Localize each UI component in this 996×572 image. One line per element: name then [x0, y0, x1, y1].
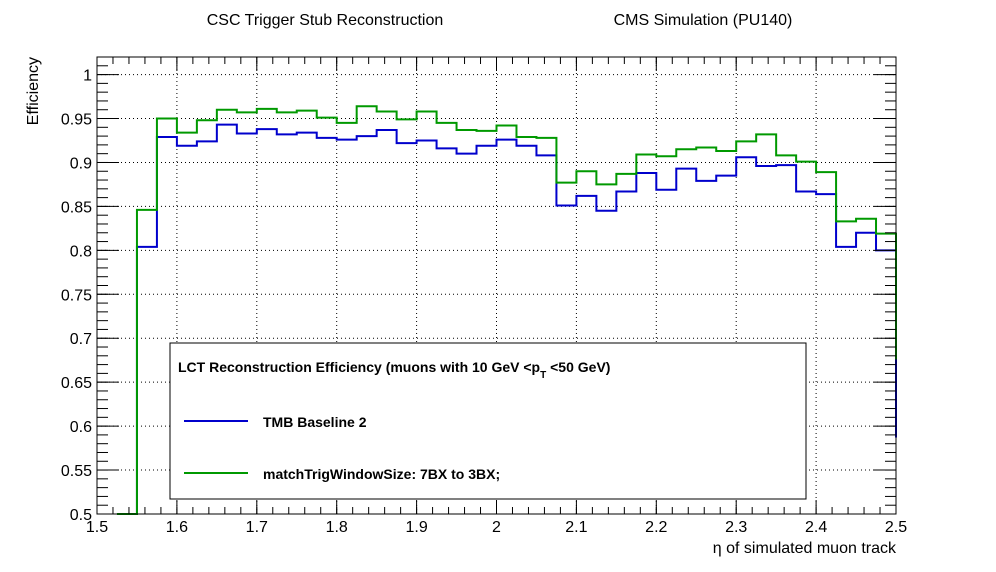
header-left-title: CSC Trigger Stub Reconstruction [207, 12, 444, 29]
x-tick-label: 2.5 [885, 519, 907, 536]
y-tick-label: 0.55 [61, 463, 92, 480]
y-tick-label: 0.85 [61, 199, 92, 216]
x-tick-label: 2.4 [805, 519, 827, 536]
y-tick-label: 1 [83, 68, 92, 85]
x-tick-label: 1.6 [166, 519, 188, 536]
legend-title-end: <50 GeV) [546, 359, 610, 375]
legend: LCT Reconstruction Efficiency (muons wit… [169, 342, 807, 500]
x-tick-label: 1.8 [326, 519, 348, 536]
x-tick-label: 2.1 [565, 519, 587, 536]
x-axis-label: η of simulated muon track [713, 540, 897, 557]
series-line-1 [116, 105, 897, 515]
axes: 0.5 0.55 0.6 0.65 0.7 0.75 0.8 0.85 0.9 0.95 1 1.5 1… [61, 56, 907, 536]
series-group [116, 105, 897, 515]
x-tick-label: 1.5 [86, 519, 108, 536]
x-tick-label: 1.9 [405, 519, 427, 536]
y-tick-label: 0.6 [70, 419, 92, 436]
series-line-0 [116, 123, 897, 515]
legend-title: LCT Reconstruction Efficiency (muons wit… [178, 359, 610, 381]
y-tick-label: 0.9 [70, 155, 92, 172]
legend-title-subscript: T [540, 370, 546, 381]
y-tick-label: 0.5 [70, 507, 92, 524]
legend-label-tmb-baseline: TMB Baseline 2 [263, 414, 367, 430]
y-tick-label: 0.65 [61, 375, 92, 392]
y-axis-label: Efficiency [25, 57, 42, 125]
legend-label-match-trig-window: matchTrigWindowSize: 7BX to 3BX; [263, 466, 500, 482]
y-tick-label: 0.95 [61, 112, 92, 129]
y-tick-label: 0.8 [70, 243, 92, 260]
y-tick-label: 0.7 [70, 331, 92, 348]
legend-box [169, 342, 807, 500]
x-tick-label: 1.7 [246, 519, 268, 536]
legend-title-main: LCT Reconstruction Efficiency (muons wit… [178, 359, 540, 375]
header-right-title: CMS Simulation (PU140) [614, 12, 793, 29]
x-tick-label: 2.2 [645, 519, 667, 536]
x-tick-label: 2 [492, 519, 501, 536]
y-tick-label: 0.75 [61, 287, 92, 304]
x-tick-label: 2.3 [725, 519, 747, 536]
